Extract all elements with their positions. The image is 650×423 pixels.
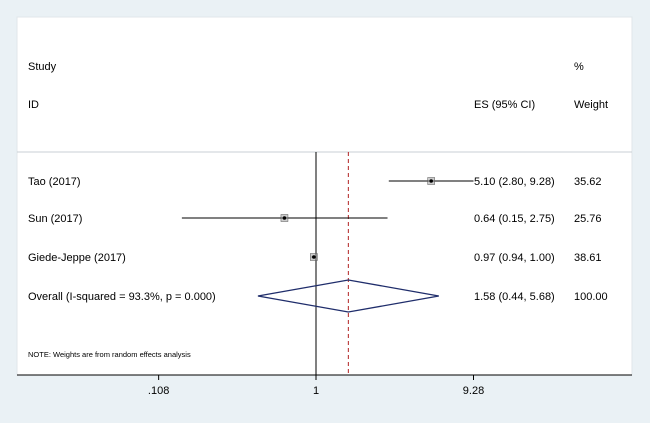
x-axis-ticks: .108 1 9.28 [148, 375, 484, 397]
plot-panel [16, 16, 633, 376]
marks-layer [181, 152, 474, 375]
header-weight: Weight [574, 99, 608, 111]
point-estimate-1 [282, 216, 287, 220]
overall-weight: 100.00 [574, 291, 608, 303]
point-estimate-0 [429, 179, 433, 183]
row-es-2: 0.97 (0.94, 1.00) [474, 252, 555, 264]
row-label-1: Sun (2017) [28, 213, 82, 225]
header-study: Study [28, 61, 57, 73]
header-es: ES (95% CI) [474, 99, 535, 111]
header-id: ID [28, 99, 39, 111]
x-tick-label-1: 1 [313, 385, 319, 397]
row-weight-2: 38.61 [574, 252, 602, 264]
row-es-1: 0.64 (0.15, 2.75) [474, 213, 555, 225]
row-weight-0: 35.62 [574, 176, 602, 188]
point-estimate-2 [312, 255, 316, 259]
x-tick-label-2: 9.28 [463, 385, 484, 397]
footnote: NOTE: Weights are from random effects an… [28, 350, 191, 359]
overall-es: 1.58 (0.44, 5.68) [474, 291, 555, 303]
row-weight-1: 25.76 [574, 213, 602, 225]
row-label-0: Tao (2017) [28, 176, 81, 188]
overall-diamond [257, 279, 439, 313]
header-percent: % [574, 61, 584, 73]
row-es-0: 5.10 (2.80, 9.28) [474, 176, 555, 188]
row-label-2: Giede-Jeppe (2017) [28, 252, 126, 264]
overall-label: Overall (I-squared = 93.3%, p = 0.000) [28, 291, 216, 303]
x-tick-label-0: .108 [148, 385, 169, 397]
